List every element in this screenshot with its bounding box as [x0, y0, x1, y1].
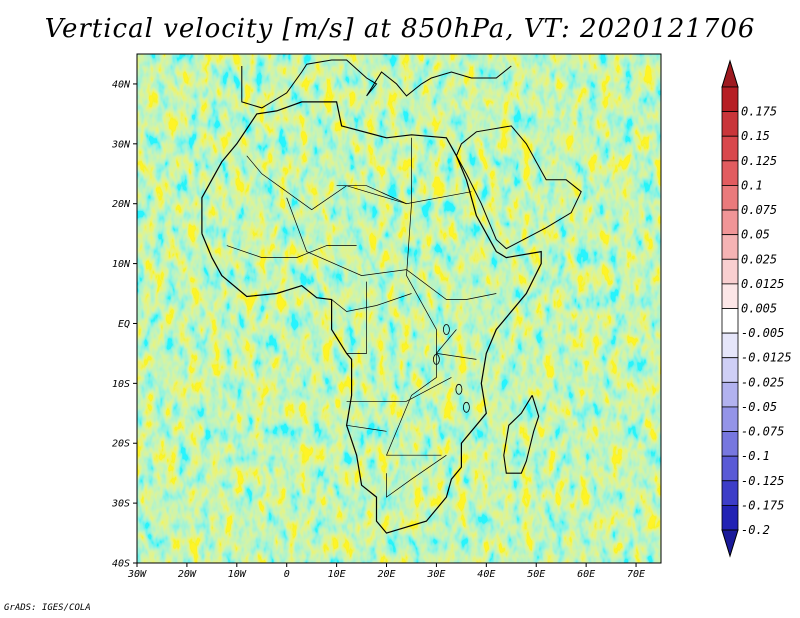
colorbar-swatch — [721, 381, 739, 408]
colorbar-label: 0.005 — [741, 302, 777, 316]
lon-tick-label: 60E — [577, 569, 595, 580]
lat-tick-label: 20N — [112, 199, 131, 210]
colorbar-swatch — [721, 504, 739, 531]
lake-outline — [442, 324, 450, 335]
lon-tick-label: 20E — [377, 569, 395, 580]
lon-tick-label: 10E — [328, 569, 346, 580]
colorbar-swatch — [721, 406, 739, 432]
country-border — [435, 329, 477, 360]
colorbar-swatch — [721, 135, 739, 162]
country-border — [346, 377, 452, 402]
colorbar-label: 0.075 — [741, 203, 777, 217]
colorbar-label: 0.05 — [741, 228, 770, 242]
colorbar-label: -0.005 — [741, 326, 784, 340]
colorbar-swatch — [721, 283, 739, 309]
country-border — [226, 245, 357, 258]
colorbar-swatch — [721, 455, 739, 482]
colorbar-label: 0.125 — [741, 154, 777, 168]
lon-tick-label: 10W — [228, 569, 247, 580]
country-border — [336, 185, 472, 205]
lon-tick-label: 0 — [284, 569, 290, 580]
lon-tick-label: 20W — [178, 569, 197, 580]
madagascar-coastline — [503, 395, 540, 474]
map-frame — [136, 53, 662, 564]
colorbar-swatch — [721, 431, 739, 457]
country-border — [385, 137, 442, 456]
colorbar-label: 0.175 — [741, 105, 777, 119]
colorbar-swatch — [721, 160, 739, 186]
colorbar-label: 0.025 — [741, 252, 777, 266]
colorbar-swatch — [721, 185, 739, 211]
colorbar-swatch — [721, 111, 739, 137]
colorbar-label: -0.1 — [741, 449, 770, 463]
field-texture — [137, 54, 661, 563]
country-border — [331, 293, 412, 312]
lat-tick-label: EQ — [118, 319, 130, 330]
country-border — [346, 281, 367, 354]
colorbar-swatch — [721, 308, 739, 334]
lat-tick-label: 10N — [112, 259, 131, 270]
lat-tick-label: 20S — [112, 439, 130, 450]
colorbar-label: -0.025 — [741, 375, 784, 389]
lake-outline — [432, 353, 440, 365]
colorbar: 0.175 0.15 0.125 0.1 0.075 0.05 0.025 0.0125 0.0… — [721, 59, 792, 558]
colorbar-swatch — [721, 86, 739, 113]
colorbar-swatch — [721, 209, 739, 236]
europe-coastline — [241, 59, 512, 109]
colorbar-swatch — [721, 357, 739, 383]
lake-outline — [462, 401, 470, 413]
colorbar-label: -0.175 — [741, 498, 784, 512]
colorbar-label: -0.125 — [741, 474, 784, 488]
lake-outline — [455, 383, 463, 395]
colorbar-label: -0.0125 — [741, 351, 792, 365]
lat-tick-label: 30S — [111, 499, 130, 510]
colorbar-swatch — [721, 258, 739, 285]
arabia-coastline — [455, 125, 582, 250]
colorbar-swatch — [721, 332, 739, 359]
lon-tick-label: 50E — [527, 569, 545, 580]
map-title: Vertical velocity [m/s] at 850hPa, VT: 2… — [44, 14, 756, 44]
lat-tick-label: 30N — [111, 139, 131, 150]
country-border — [286, 197, 497, 300]
colorbar-label: -0.075 — [741, 425, 784, 439]
colorbar-label: -0.2 — [741, 523, 770, 537]
country-border — [386, 454, 447, 498]
colorbar-top-arrow — [721, 59, 739, 88]
africa-coastline — [201, 101, 542, 534]
latitude-axis: 40N 30N 20N 10N EQ 10S 20S 30S 40S — [111, 79, 137, 570]
grads-credit: GrADS: IGES/COLA — [4, 603, 91, 613]
colorbar-label: 0.1 — [741, 178, 763, 192]
velocity-field — [137, 54, 661, 563]
country-border — [246, 155, 407, 211]
lat-tick-label: 40N — [112, 79, 131, 90]
coastlines-and-borders — [201, 59, 582, 534]
lon-tick-label: 30E — [426, 569, 445, 580]
longitude-axis: 30W 20W 10W 0 10E 20E 30E 40E 50E 60E 70E — [127, 563, 645, 580]
lon-tick-label: 40E — [477, 569, 495, 580]
colorbar-swatch — [721, 480, 739, 506]
lat-tick-label: 10S — [112, 379, 130, 390]
colorbar-label: 0.0125 — [741, 277, 784, 291]
lon-tick-label: 70E — [627, 569, 645, 580]
country-border — [346, 424, 387, 432]
colorbar-swatch — [721, 234, 739, 260]
lon-tick-label: 30W — [127, 569, 147, 580]
colorbar-label: 0.15 — [741, 129, 770, 143]
lat-tick-label: 40S — [112, 559, 130, 570]
colorbar-label: -0.05 — [741, 400, 777, 414]
colorbar-bottom-arrow — [721, 529, 739, 558]
